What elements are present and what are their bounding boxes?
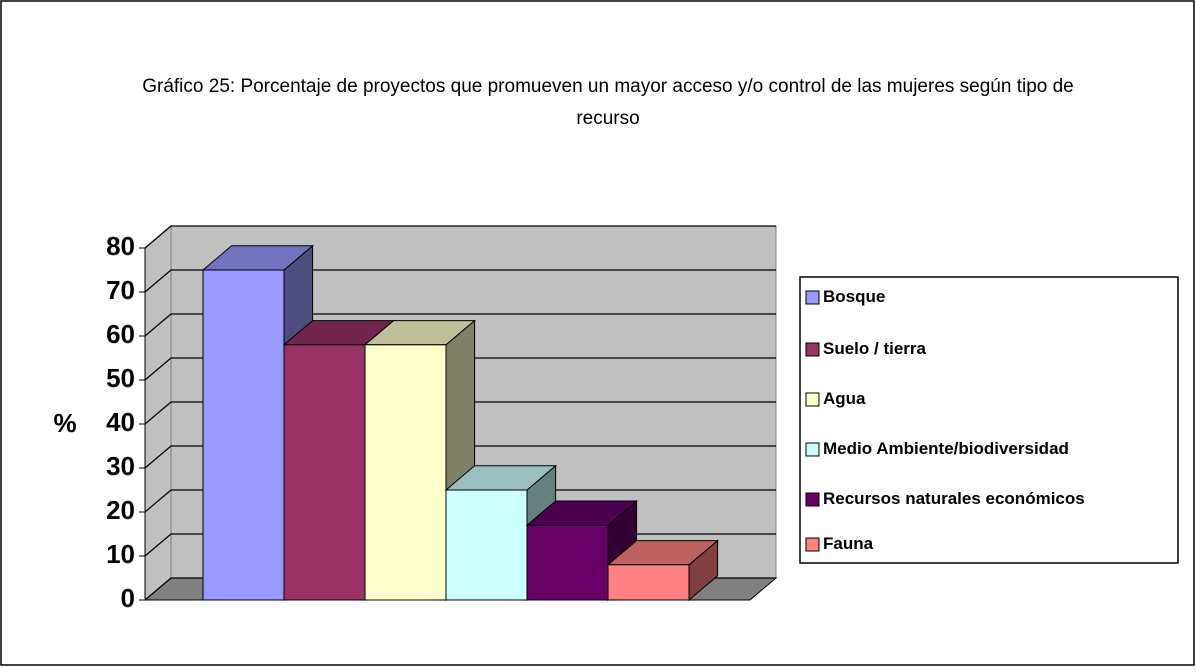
legend-swatch [805, 392, 820, 407]
legend-swatch [805, 290, 820, 305]
legend-swatch [805, 442, 820, 457]
grid-line [144, 269, 776, 293]
legend-swatch [805, 537, 820, 552]
y-tick-label: 50 [106, 363, 135, 393]
legend-label: Agua [823, 389, 866, 408]
bar [445, 489, 528, 601]
y-tick-label: 80 [106, 231, 135, 261]
grid-line [144, 489, 776, 513]
grid-line [144, 225, 776, 249]
bar [202, 269, 285, 601]
bar [364, 344, 447, 601]
bar [607, 564, 690, 601]
y-tick-label: 10 [106, 539, 135, 569]
y-tick-label: 0 [121, 583, 135, 613]
legend-label: Bosque [823, 287, 885, 306]
legend-swatch [805, 492, 820, 507]
y-tick-label: 70 [106, 275, 135, 305]
y-tick-label: 20 [106, 495, 135, 525]
grid-line [144, 357, 776, 381]
y-tick-label: 30 [106, 451, 135, 481]
y-tick-label: 60 [106, 319, 135, 349]
legend-swatch [805, 342, 820, 357]
legend-label: Fauna [823, 534, 874, 553]
bar [283, 344, 366, 601]
legend-label: Suelo / tierra [823, 339, 927, 358]
grid-line [144, 401, 776, 425]
bar [526, 524, 609, 601]
legend-label: Recursos naturales económicos [823, 489, 1085, 508]
legend-label: Medio Ambiente/biodiversidad [823, 439, 1069, 458]
y-axis-label: % [53, 408, 76, 438]
grid-line [144, 445, 776, 469]
y-tick-label: 40 [106, 407, 135, 437]
legend [799, 276, 1179, 564]
grid-line [144, 313, 776, 337]
chart-title: Gráfico 25: Porcentaje de proyectos que … [142, 76, 1074, 129]
